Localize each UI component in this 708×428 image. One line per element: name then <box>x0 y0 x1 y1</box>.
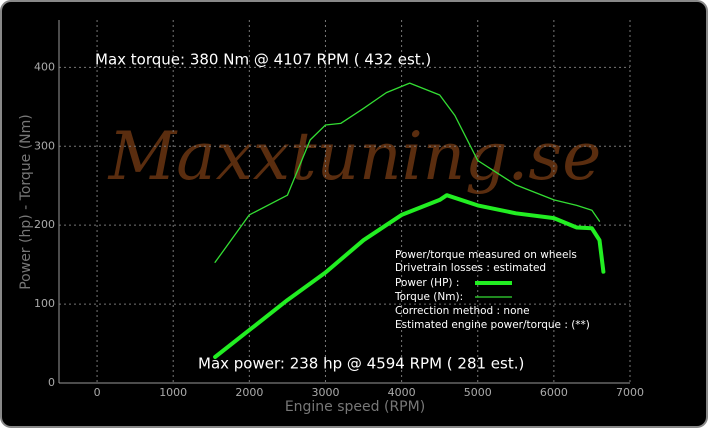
legend-label: Torque (Nm): <box>394 291 463 303</box>
y-axis-label: Power (hp) - Torque (Nm) <box>18 114 34 290</box>
legend-note: Estimated engine power/torque : (**) <box>395 319 590 331</box>
x-tick-label: 0 <box>94 386 101 399</box>
x-tick-label: 5000 <box>464 386 492 399</box>
x-tick-label: 1000 <box>159 386 187 399</box>
legend-note: Power/torque measured on wheels <box>395 249 577 261</box>
watermark: Maxxtuning.se <box>108 118 602 195</box>
x-tick-label: 3000 <box>311 386 339 399</box>
x-tick-label: 4000 <box>388 386 416 399</box>
y-tick-label: 200 <box>34 218 55 231</box>
data-line <box>214 82 601 263</box>
y-tick-label: 0 <box>48 376 55 389</box>
y-tick-label: 400 <box>34 60 55 73</box>
x-axis-label: Engine speed (RPM) <box>285 399 425 415</box>
annotation: Max power: 238 hp @ 4594 RPM ( 281 est.) <box>198 355 524 373</box>
x-tick-label: 6000 <box>540 386 568 399</box>
legend-label: Power (HP) : <box>395 277 459 289</box>
annotation: Max torque: 380 Nm @ 4107 RPM ( 432 est.… <box>95 51 431 69</box>
data-line <box>213 193 606 359</box>
y-tick-label: 300 <box>34 139 55 152</box>
legend-note: Correction method : none <box>395 305 530 317</box>
y-tick-label: 100 <box>34 297 55 310</box>
x-tick-label: 7000 <box>616 386 644 399</box>
x-tick-label: 2000 <box>235 386 263 399</box>
legend-note: Drivetrain losses : estimated <box>395 262 546 274</box>
